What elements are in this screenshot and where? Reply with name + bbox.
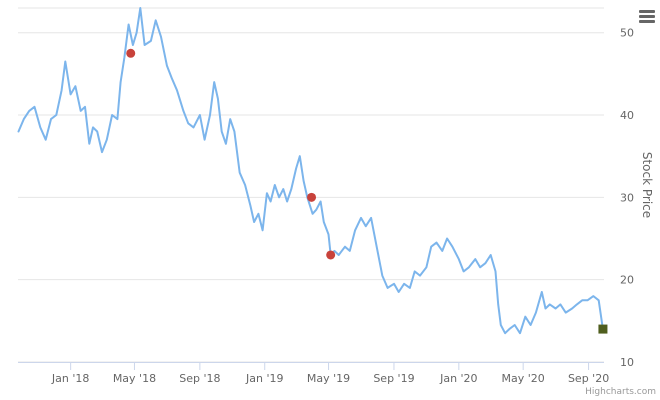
event-marker [326,250,336,260]
y-tick-label: 30 [620,191,634,204]
x-tick-label: Sep '19 [373,372,414,385]
x-tick-label: Jan '19 [245,372,283,385]
x-tick-label: Jan '18 [51,372,89,385]
price-series-line [17,7,604,335]
x-tick-label: Sep '20 [568,372,609,385]
credits-link[interactable]: Highcharts.com [585,387,656,397]
hamburger-menu-icon[interactable] [636,8,658,30]
y-tick-label: 10 [620,356,634,369]
x-tick-label: May '18 [113,372,156,385]
y-tick-label: 20 [620,274,634,287]
x-tick-label: Jan '20 [439,372,477,385]
event-marker [307,192,317,202]
x-tick-label: May '19 [307,372,350,385]
y-tick-label: 40 [620,109,634,122]
y-axis-title: Stock Price [640,152,654,218]
x-tick-label: Sep '18 [179,372,220,385]
x-tick-label: May '20 [502,372,545,385]
y-tick-label: 50 [620,27,634,40]
end-marker [598,324,608,334]
event-marker [126,48,136,58]
